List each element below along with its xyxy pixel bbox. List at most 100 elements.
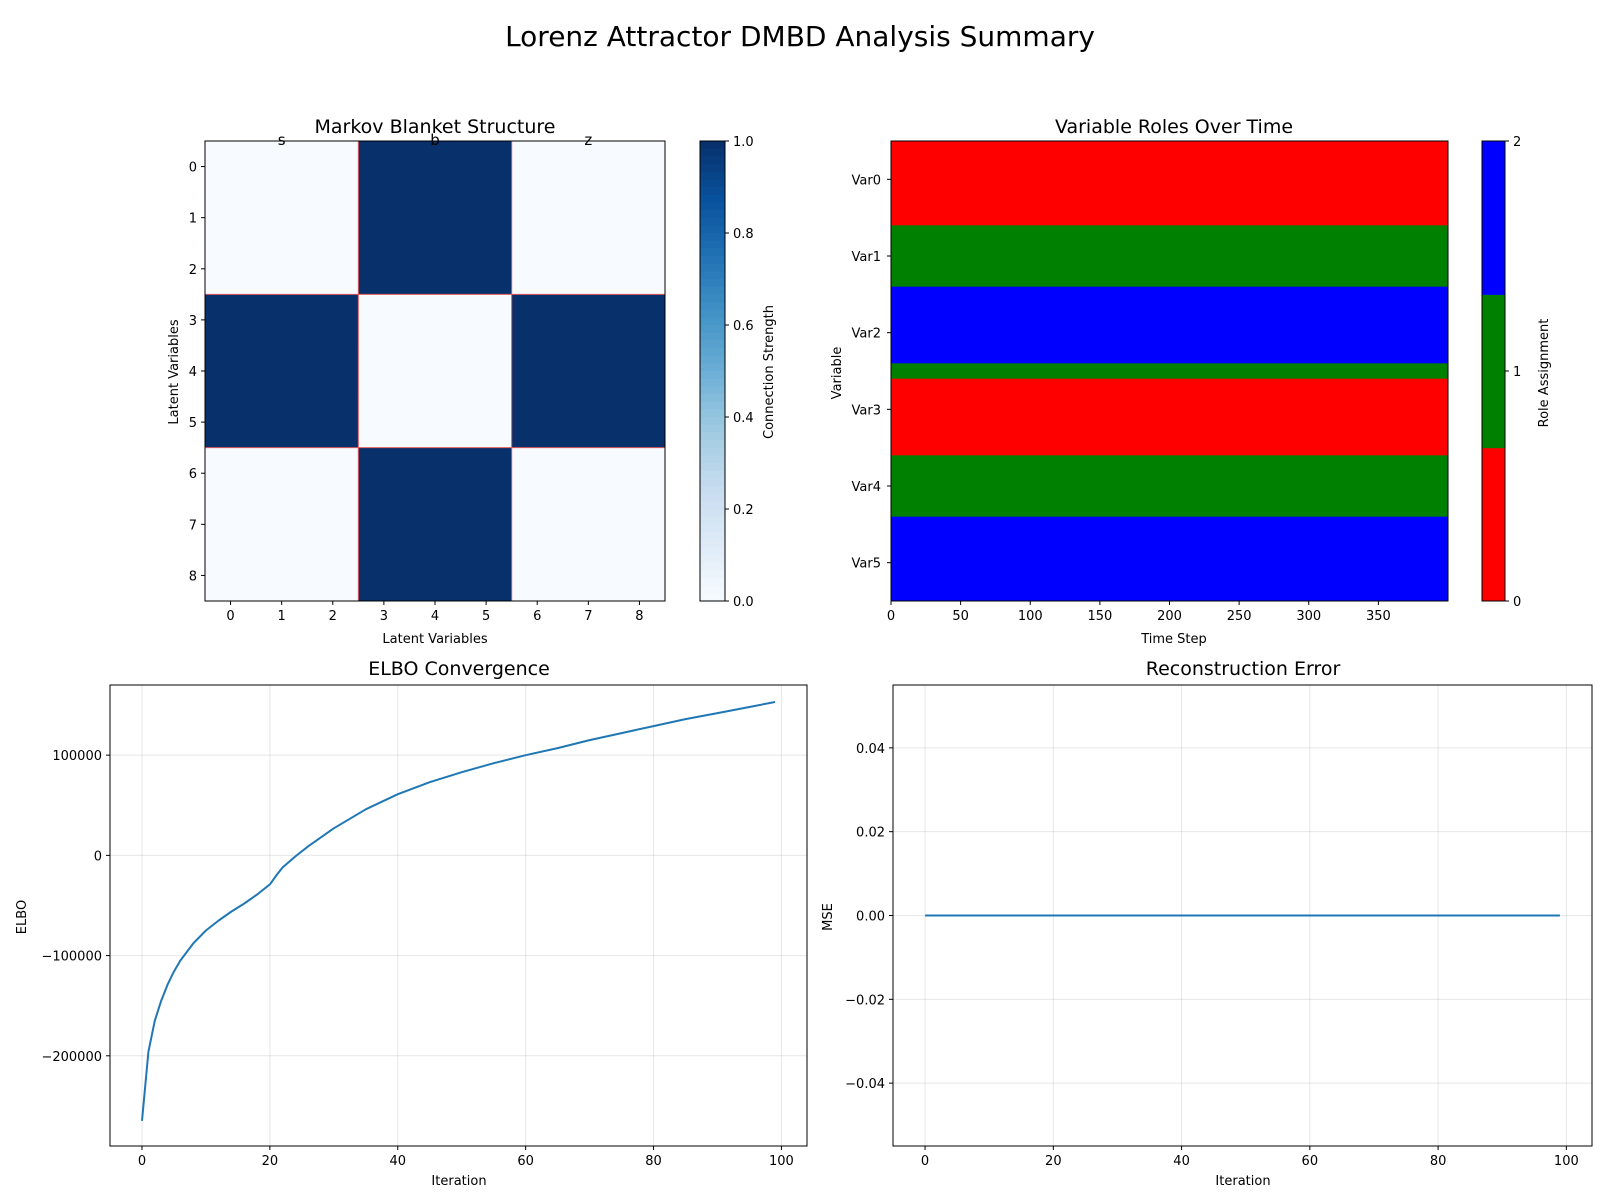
- colorbar-segment: [700, 240, 725, 249]
- colorbar-segment: [700, 455, 725, 464]
- colorbar-segment: [700, 440, 725, 449]
- colorbar-segment: [700, 148, 725, 157]
- heatmap-cell: [358, 396, 410, 449]
- colorbar-segment: [700, 263, 725, 272]
- colorbar-segment: [700, 593, 725, 602]
- colorbar-segment: [700, 401, 725, 410]
- colorbar-tick-label: 2: [1513, 135, 1521, 150]
- colorbar-segment: [700, 470, 725, 479]
- colorbar-tick-label: 0: [1513, 595, 1521, 610]
- colorbar-segment: [700, 424, 725, 433]
- role-band: [891, 225, 1448, 288]
- colorbar-segment: [700, 524, 725, 533]
- colorbar-segment: [700, 286, 725, 295]
- x-tick-label: 250: [1227, 609, 1252, 624]
- x-tick-label: 150: [1087, 609, 1112, 624]
- heatmap-cell: [409, 192, 462, 244]
- colorbar-segment: [700, 386, 725, 395]
- plot-frame: [892, 684, 1593, 1147]
- colorbar-segment: [700, 562, 725, 571]
- colorbar-segment: [700, 194, 725, 203]
- heatmap-cell: [511, 549, 564, 602]
- connection-strength-label: Connection Strength: [762, 305, 777, 439]
- colorbar-segment: [700, 570, 725, 579]
- heatmap-cell: [205, 396, 257, 449]
- heatmap-cell: [358, 498, 410, 551]
- elbo-ylabel: ELBO: [15, 900, 30, 934]
- heatmap-cell: [613, 345, 666, 398]
- colorbar-segment: [700, 394, 725, 403]
- y-tick-label: 0.00: [856, 910, 885, 925]
- x-tick-label: 80: [1430, 1154, 1447, 1169]
- variable-roles-panel: Variable Roles Over Time 0 50 100 150 200 250…: [830, 116, 1552, 647]
- heatmap-cell: [562, 447, 615, 500]
- role-band: [891, 378, 1448, 456]
- y-tick-label: −200000: [41, 1050, 102, 1065]
- x-tick-label: 50: [952, 609, 969, 624]
- colorbar-segment: [700, 210, 725, 219]
- x-tick-label: 20: [262, 1154, 279, 1169]
- colorbar-segment: [700, 463, 725, 472]
- y-tick-label: 4: [189, 365, 197, 380]
- x-tick-label: 3: [380, 609, 388, 624]
- heatmap-cell: [511, 447, 564, 500]
- markov-blanket-cells: [204, 140, 666, 602]
- heatmap-cell: [205, 498, 257, 551]
- colorbar-tick-label: 0.0: [733, 595, 754, 610]
- colorbar-segment: [700, 279, 725, 288]
- heatmap-cell: [460, 498, 513, 551]
- x-tick-label: 60: [517, 1154, 534, 1169]
- y-tick-label: 1: [189, 212, 197, 227]
- colorbar-segment: [700, 309, 725, 318]
- row-label: Var1: [852, 250, 881, 265]
- heatmap-cell: [511, 141, 564, 193]
- x-tick-label: 6: [533, 609, 541, 624]
- colorbar-segment: [700, 156, 725, 165]
- role-assignment-colorbar: 0 1 2: [1481, 135, 1521, 610]
- heatmap-cell: [307, 243, 359, 295]
- colorbar-segment: [700, 532, 725, 541]
- colorbar-segment: [700, 578, 725, 587]
- y-tick-label: 7: [189, 518, 197, 533]
- y-tick-label: 5: [189, 416, 197, 431]
- colorbar-segment: [700, 225, 725, 234]
- colorbar-segment: [700, 447, 725, 456]
- heatmap-cell: [358, 549, 410, 602]
- colorbar-segment: [700, 417, 725, 426]
- heatmap-cell: [511, 345, 564, 398]
- colorbar-segment: [700, 501, 725, 510]
- heatmap-cell: [358, 243, 410, 295]
- colorbar-segment: [700, 378, 725, 387]
- heatmap-cell: [409, 396, 462, 449]
- reconstruction-error-plot: 0 20 40 60 80 100 −0.04 −0.02 0.00 0.02 0.04: [845, 684, 1593, 1169]
- colorbar-segment: [700, 202, 725, 211]
- heatmap-cell: [460, 396, 513, 449]
- heatmap-cell: [409, 141, 462, 193]
- markov-blanket-ticks: 0 1 2 3 4 5 6 7 8 0 1 2 3 4 5 6 7 8: [189, 161, 644, 624]
- colorbar-segment: [700, 432, 725, 441]
- y-tick-label: 100000: [52, 749, 102, 764]
- x-tick-label: 100: [1554, 1154, 1579, 1169]
- colorbar-segment: [700, 539, 725, 548]
- colorbar-segment: [700, 248, 725, 257]
- heatmap-cell: [511, 498, 564, 551]
- heatmap-cell: [562, 243, 615, 295]
- heatmap-cell: [205, 141, 257, 193]
- heatmap-cell: [307, 447, 359, 500]
- heatmap-cell: [307, 396, 359, 449]
- x-tick-label: 0: [138, 1154, 146, 1169]
- elbo-panel: ELBO Convergence 0 20 40 60 80 100 −200000 −100…: [15, 658, 808, 1189]
- x-tick-label: 20: [1045, 1154, 1062, 1169]
- colorbar-tick-label: 0.2: [733, 503, 754, 518]
- elbo-xlabel: Iteration: [431, 1174, 486, 1189]
- heatmap-cell: [256, 549, 308, 602]
- y-tick-label: 0.04: [856, 742, 885, 757]
- colorbar-segment: [700, 325, 725, 334]
- variable-roles-bands: [890, 140, 1449, 602]
- x-tick-label: 7: [584, 609, 592, 624]
- heatmap-cell: [358, 294, 410, 346]
- colorbar-tick-label: 1: [1513, 365, 1521, 380]
- heatmap-cell: [613, 549, 666, 602]
- heatmap-cell: [256, 498, 308, 551]
